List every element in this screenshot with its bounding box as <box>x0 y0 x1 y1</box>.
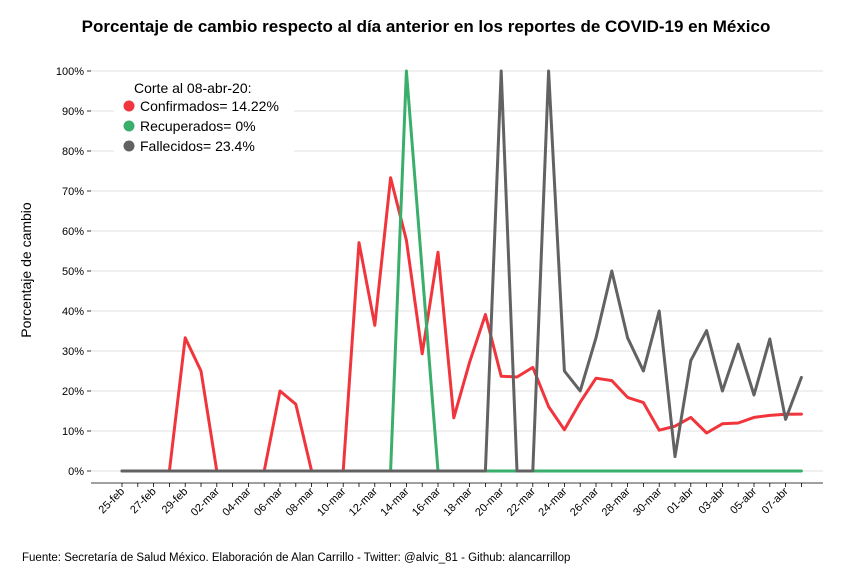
y-tick-label: 30% <box>62 346 84 358</box>
legend-entry: Recuperados= 0% <box>140 118 256 134</box>
x-tick-label: 28-mar <box>600 485 633 518</box>
legend-title: Corte al 08-abr-20: <box>134 80 252 96</box>
y-tick-label: 90% <box>62 106 84 118</box>
x-tick-label: 02-mar <box>189 485 222 518</box>
legend-marker <box>123 140 135 152</box>
x-tick-label: 18-mar <box>442 485 475 518</box>
x-tick-label: 27-feb <box>128 486 159 517</box>
y-tick-label: 50% <box>62 266 84 278</box>
series-line-confirmados <box>120 176 803 473</box>
y-tick-label: 70% <box>62 186 84 198</box>
x-tick-label: 22-mar <box>505 485 538 518</box>
x-tick-label: 26-mar <box>568 485 601 518</box>
legend-marker <box>123 100 135 112</box>
chart-title: Porcentaje de cambio respecto al día ant… <box>81 17 771 36</box>
x-tick-label: 20-mar <box>473 485 506 518</box>
x-tick-label: 25-feb <box>97 486 128 517</box>
x-tick-label: 08-mar <box>284 485 317 518</box>
legend-entry: Fallecidos= 23.4% <box>140 138 255 154</box>
source-footer: Fuente: Secretaría de Salud México. Elab… <box>22 552 571 564</box>
x-tick-label: 16-mar <box>410 485 443 518</box>
y-tick-label: 80% <box>62 146 84 158</box>
y-tick-label: 10% <box>62 426 84 438</box>
x-tick-label: 12-mar <box>347 485 380 518</box>
x-tick-label: 01-abr <box>665 485 696 516</box>
x-tick-label: 24-mar <box>536 485 569 518</box>
x-tick-label: 14-mar <box>378 485 411 518</box>
y-tick-label: 40% <box>62 306 84 318</box>
x-tick-label: 30-mar <box>631 485 664 518</box>
x-tick-label: 05-abr <box>728 485 759 516</box>
legend-background <box>114 75 294 157</box>
y-tick-label: 100% <box>56 66 84 78</box>
x-tick-label: 10-mar <box>315 485 348 518</box>
x-tick-label: 04-mar <box>220 485 253 518</box>
series-line-fallecidos <box>120 69 803 473</box>
y-tick-label: 0% <box>68 466 84 478</box>
x-tick-label: 07-abr <box>760 485 791 516</box>
legend-marker <box>123 120 135 132</box>
y-tick-label: 60% <box>62 226 84 238</box>
x-tick-label: 03-abr <box>697 485 728 516</box>
legend-entry: Confirmados= 14.22% <box>140 98 279 114</box>
y-tick-label: 20% <box>62 386 84 398</box>
x-tick-label: 06-mar <box>252 485 285 518</box>
x-tick-label: 29-feb <box>160 486 191 517</box>
